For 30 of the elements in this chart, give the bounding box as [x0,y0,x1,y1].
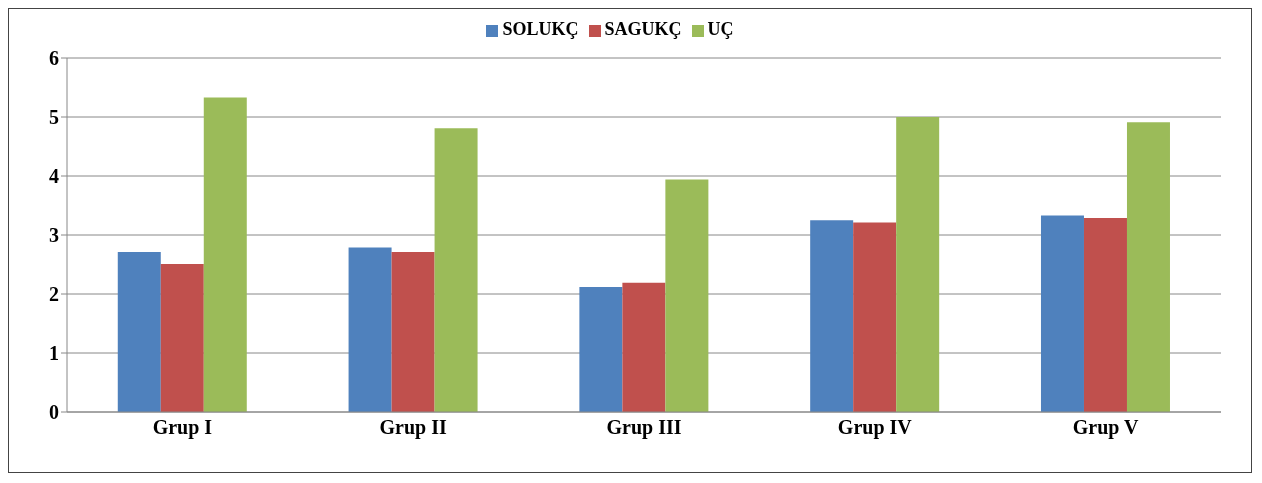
bar [348,247,392,412]
bar [665,179,709,412]
x-tick-label: Grup IV [837,416,913,440]
legend-label: UÇ [707,19,734,39]
bar [1083,217,1127,412]
y-tick-label: 0 [49,401,59,424]
y-tick-label: 3 [49,224,59,247]
bar [622,282,666,412]
legend-label: SOLUKÇ [502,19,579,39]
bar [853,222,897,412]
y-tick-label: 2 [49,283,59,306]
bar [434,128,478,412]
bar [117,252,161,412]
legend-label: SAGUKÇ [604,19,682,39]
y-tick-label: 5 [49,106,59,129]
bar [1040,215,1084,412]
bar [391,252,435,412]
bar [1126,122,1170,412]
bar [896,117,940,412]
x-tick-label: Grup V [1072,416,1140,440]
x-tick-label: Grup II [379,416,448,440]
y-tick-label: 6 [49,47,59,70]
bar [579,286,623,412]
y-tick-label: 1 [49,342,59,365]
bar [160,263,204,412]
x-tick-label: Grup III [606,416,682,440]
bar [203,97,247,412]
y-tick-label: 4 [49,165,59,188]
bar [810,220,854,412]
x-tick-label: Grup I [152,416,213,440]
